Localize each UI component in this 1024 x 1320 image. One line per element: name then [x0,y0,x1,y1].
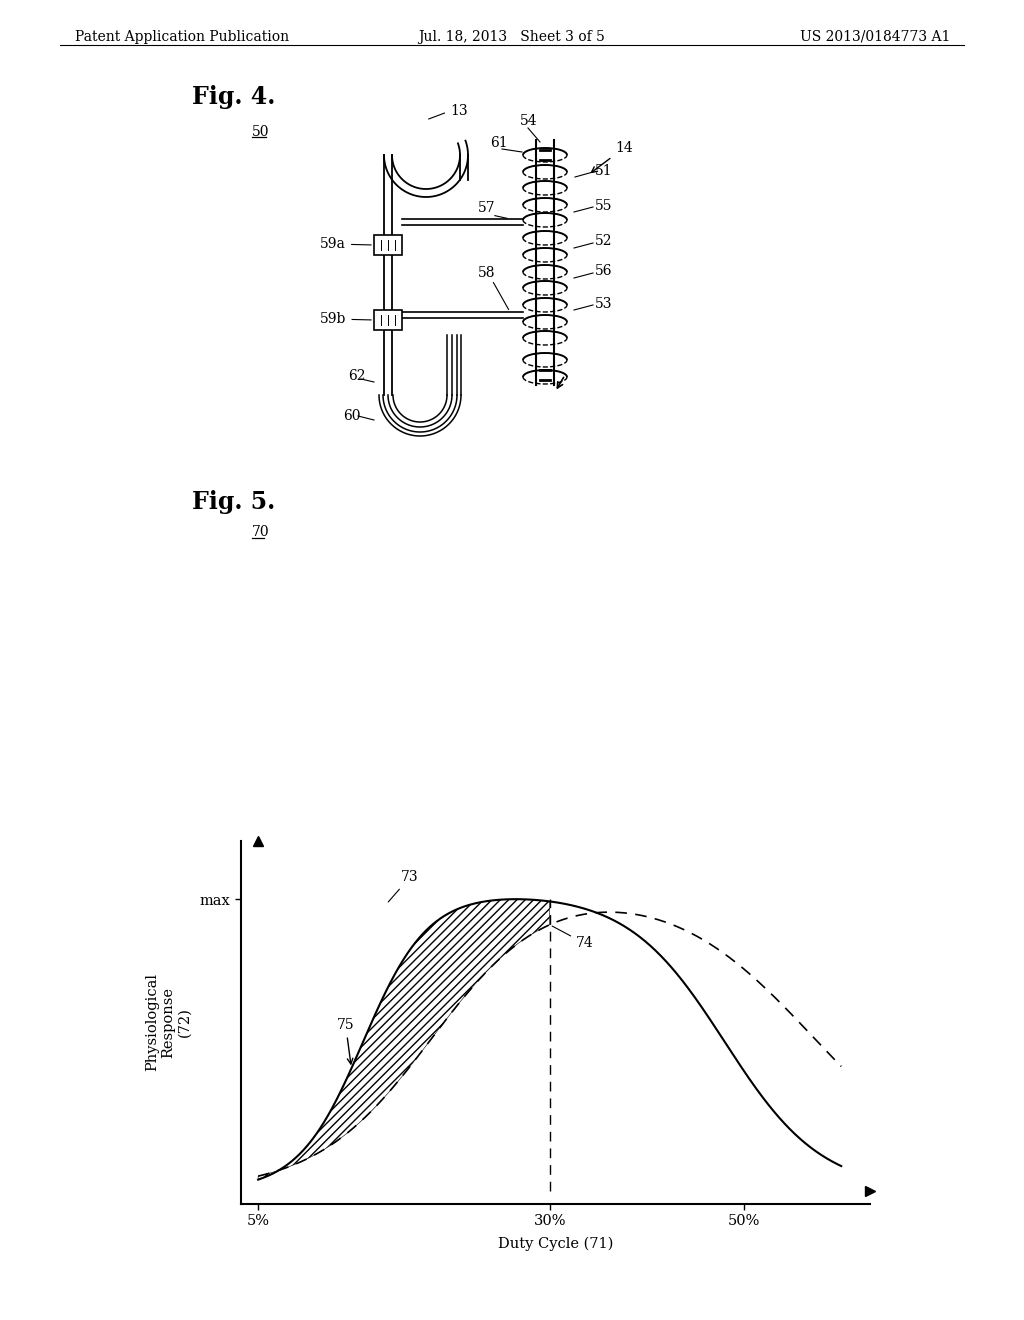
Text: 59a: 59a [319,238,372,251]
Y-axis label: Physiological
Response
(72): Physiological Response (72) [144,973,191,1072]
Bar [374,235,402,255]
Text: Jul. 18, 2013   Sheet 3 of 5: Jul. 18, 2013 Sheet 3 of 5 [419,30,605,44]
Text: 50: 50 [252,125,269,139]
Text: 54: 54 [520,114,538,128]
Text: 62: 62 [348,370,366,383]
Text: 74: 74 [552,927,594,950]
Text: 52: 52 [595,234,612,248]
X-axis label: Duty Cycle (71): Duty Cycle (71) [498,1237,613,1251]
Text: 57: 57 [478,201,496,215]
Text: Patent Application Publication: Patent Application Publication [75,30,289,44]
Text: 55: 55 [595,199,612,213]
Text: 73: 73 [388,870,419,902]
Text: US 2013/0184773 A1: US 2013/0184773 A1 [800,30,950,44]
Text: 51: 51 [595,164,612,178]
Text: 56: 56 [595,264,612,279]
Text: 58: 58 [478,267,496,280]
Text: 75: 75 [337,1019,354,1064]
Text: 61: 61 [490,136,508,150]
Text: 59b: 59b [319,312,372,326]
Text: 70: 70 [252,525,269,539]
Text: Fig. 5.: Fig. 5. [193,490,275,513]
Text: Fig. 4.: Fig. 4. [193,84,275,110]
Text: 53: 53 [595,297,612,312]
Text: 14: 14 [592,141,633,173]
Text: 13: 13 [429,104,468,119]
Text: 60: 60 [343,409,360,422]
Bar [374,310,402,330]
